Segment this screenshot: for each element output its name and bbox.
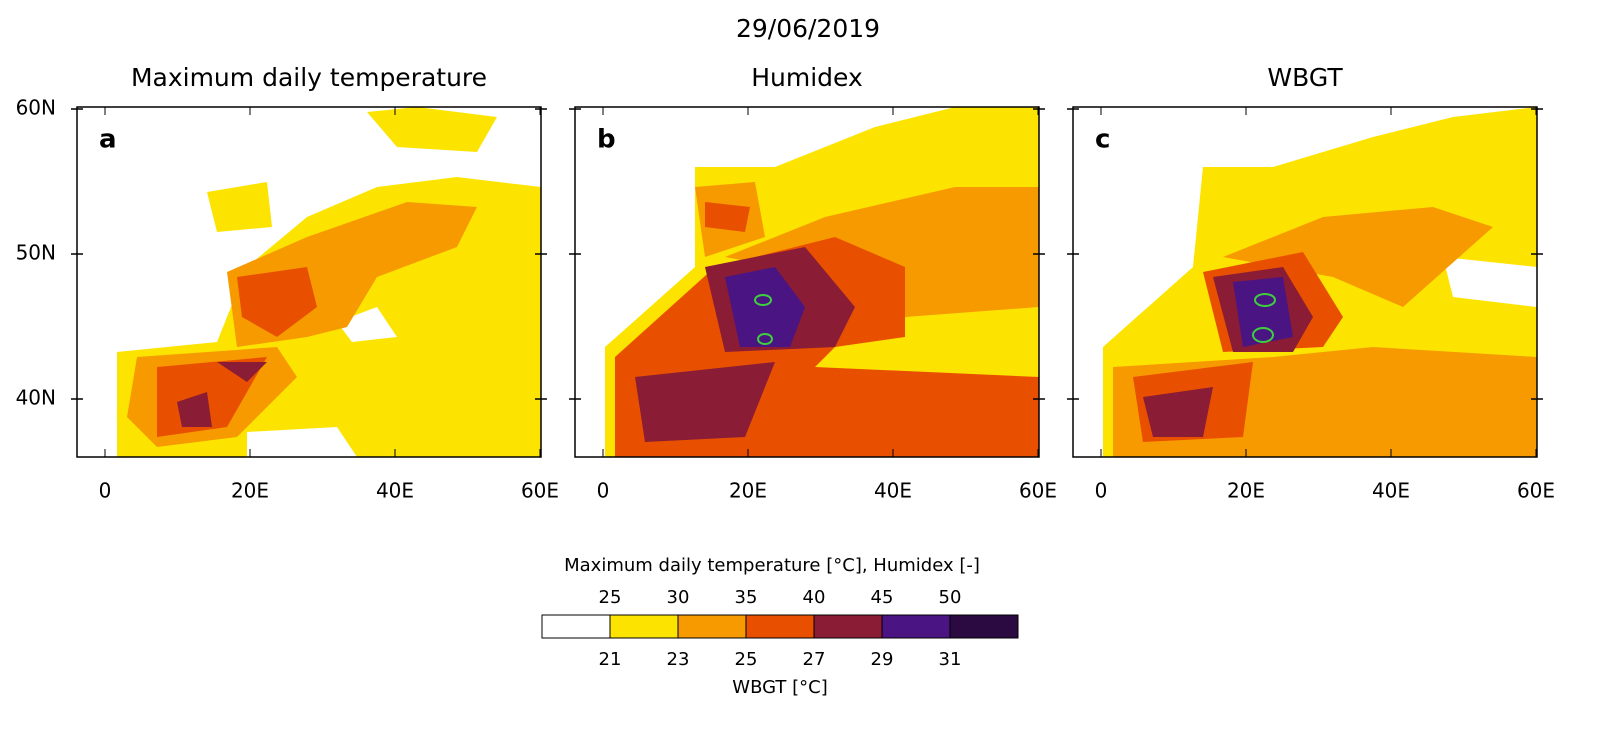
colorbar-label: 50 xyxy=(939,587,962,608)
contour xyxy=(1252,327,1274,343)
x-tick-label: 40E xyxy=(874,479,912,503)
x-tick-label: 60E xyxy=(1019,479,1057,503)
x-tick-label: 20E xyxy=(231,479,269,503)
panel-title: Humidex xyxy=(751,63,863,92)
panel-letter: a xyxy=(99,125,117,155)
x-tick-label: 40E xyxy=(376,479,414,503)
heat-region xyxy=(1223,207,1493,307)
map-frame xyxy=(574,106,1040,458)
colorbar-box xyxy=(541,614,611,639)
heat-region xyxy=(725,267,805,347)
heat-region xyxy=(237,267,317,337)
map-frame xyxy=(1072,106,1538,458)
colorbar-box xyxy=(609,614,679,639)
colorbar-box xyxy=(677,614,747,639)
colorbar-label: 30 xyxy=(667,587,690,608)
heat-region xyxy=(1443,257,1537,307)
y-tick-label: 40N xyxy=(16,386,56,410)
heat-region xyxy=(635,362,775,442)
heat-region xyxy=(367,107,497,152)
contour xyxy=(754,294,772,306)
heat-region xyxy=(725,187,1039,317)
panel-letter: b xyxy=(597,125,616,155)
colorbar-label: 45 xyxy=(871,587,894,608)
colorbar-label: 35 xyxy=(735,587,758,608)
colorbar-title: Maximum daily temperature [°C], Humidex … xyxy=(564,555,980,576)
figure-title: 29/06/2019 xyxy=(736,14,880,43)
panel-letter: c xyxy=(1095,125,1110,155)
heat-region xyxy=(1143,387,1213,437)
colorbar-label: 27 xyxy=(803,649,826,670)
heat-region xyxy=(217,362,267,382)
contour xyxy=(757,333,773,345)
x-tick-label: 60E xyxy=(1517,479,1555,503)
heat-region xyxy=(207,182,272,232)
map-panel xyxy=(1072,106,1538,458)
colorbar-label: 31 xyxy=(939,649,962,670)
colorbar-box xyxy=(813,614,883,639)
colorbar-label: 25 xyxy=(599,587,622,608)
colorbar-label: 40 xyxy=(803,587,826,608)
heat-region xyxy=(177,392,212,427)
y-tick-label: 50N xyxy=(16,241,56,265)
heat-region xyxy=(337,307,397,342)
map-frame xyxy=(76,106,542,458)
panel-title: WBGT xyxy=(1267,63,1343,92)
heat-region xyxy=(705,202,750,232)
map-panel xyxy=(76,106,542,458)
heat-region xyxy=(1233,277,1293,347)
x-tick-label: 60E xyxy=(521,479,559,503)
x-tick-label: 0 xyxy=(1095,479,1108,503)
heat-region xyxy=(247,427,357,457)
x-tick-label: 40E xyxy=(1372,479,1410,503)
colorbar-box xyxy=(949,614,1019,639)
colorbar-subtitle: WBGT [°C] xyxy=(732,677,827,698)
x-tick-label: 20E xyxy=(729,479,767,503)
colorbar-box xyxy=(881,614,951,639)
colorbar-label: 21 xyxy=(599,649,622,670)
x-tick-label: 0 xyxy=(597,479,610,503)
colorbar-label: 29 xyxy=(871,649,894,670)
colorbar-box xyxy=(745,614,815,639)
x-tick-label: 20E xyxy=(1227,479,1265,503)
colorbar-label: 25 xyxy=(735,649,758,670)
contour xyxy=(1254,293,1276,307)
map-panel xyxy=(574,106,1040,458)
x-tick-label: 0 xyxy=(99,479,112,503)
colorbar-label: 23 xyxy=(667,649,690,670)
y-tick-label: 60N xyxy=(16,96,56,120)
panel-title: Maximum daily temperature xyxy=(131,63,487,92)
